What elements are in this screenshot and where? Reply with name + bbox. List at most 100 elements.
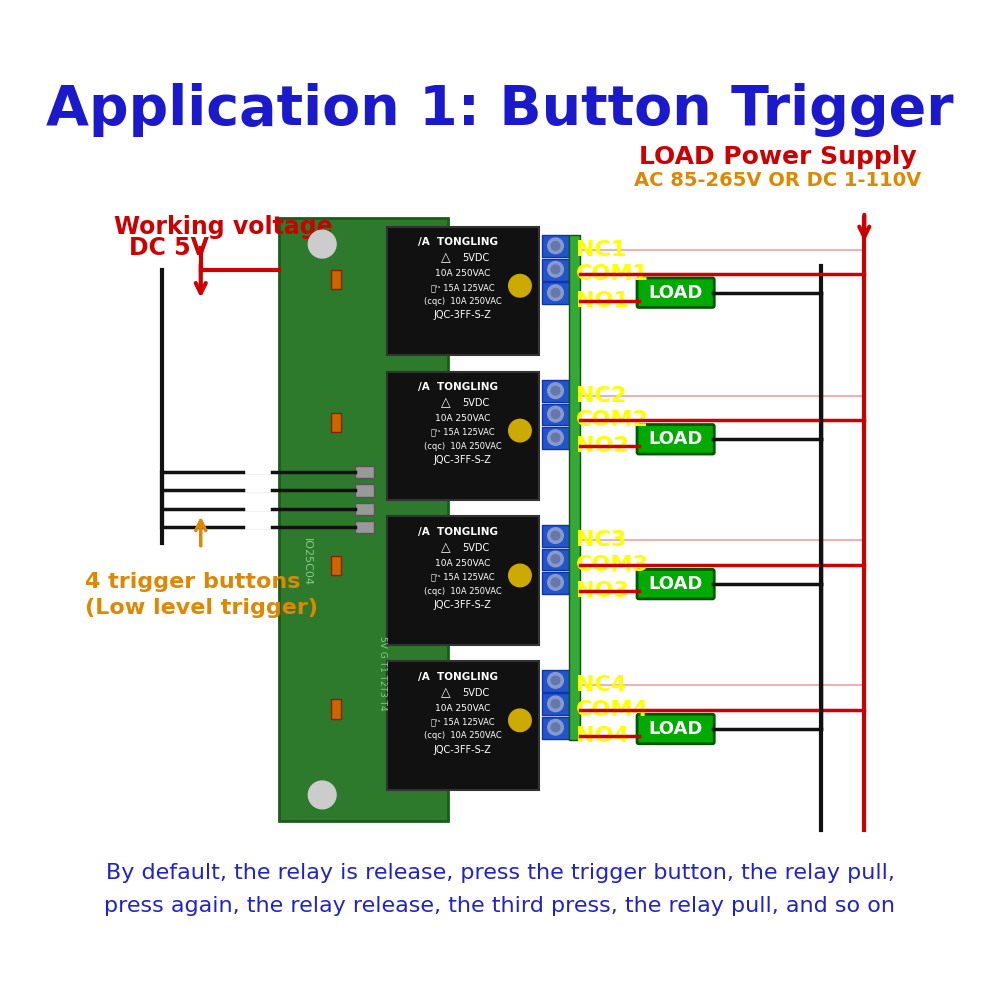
Text: COM4: COM4 [576, 700, 649, 720]
Text: /A  TONGLING: /A TONGLING [418, 672, 498, 682]
Circle shape [548, 238, 563, 254]
Bar [569, 235, 580, 740]
Text: 10A 250VAC: 10A 250VAC [435, 704, 490, 713]
Text: (cqc)  10A 250VAC: (cqc) 10A 250VAC [424, 587, 502, 596]
Circle shape [551, 242, 560, 250]
Circle shape [551, 723, 560, 732]
Text: IO25C04: IO25C04 [302, 538, 312, 586]
Bar [355, 484, 374, 497]
Circle shape [308, 781, 336, 809]
Text: AC 85-265V OR DC 1-110V: AC 85-265V OR DC 1-110V [634, 171, 921, 190]
Text: LOAD: LOAD [648, 575, 702, 593]
Text: Ⓛᴵˢ 15A 125VAC: Ⓛᴵˢ 15A 125VAC [431, 283, 495, 292]
Text: COM1: COM1 [576, 264, 649, 284]
Bar [542, 235, 569, 257]
Bar [387, 516, 539, 645]
Bar [542, 282, 569, 304]
Bar [279, 218, 448, 821]
Circle shape [551, 433, 560, 442]
Text: NO4: NO4 [576, 726, 629, 746]
Text: NO2: NO2 [576, 436, 629, 456]
Bar [542, 670, 569, 692]
Bar [542, 525, 569, 547]
Text: 5VDC: 5VDC [462, 688, 489, 698]
FancyBboxPatch shape [637, 425, 714, 454]
Circle shape [308, 230, 336, 258]
Circle shape [548, 383, 563, 399]
Text: NC4: NC4 [576, 675, 627, 695]
Text: 4 trigger buttons: 4 trigger buttons [85, 572, 301, 592]
Bar [542, 572, 569, 594]
Text: 10A 250VAC: 10A 250VAC [435, 559, 490, 568]
Circle shape [509, 564, 531, 587]
Bar [542, 549, 569, 570]
Circle shape [551, 578, 560, 587]
Circle shape [548, 285, 563, 301]
Text: LOAD: LOAD [648, 720, 702, 738]
Bar [542, 693, 569, 715]
Circle shape [551, 386, 560, 395]
Circle shape [551, 531, 560, 540]
FancyBboxPatch shape [637, 278, 714, 307]
Text: △: △ [441, 541, 450, 554]
Text: Ⓛᴵˢ 15A 125VAC: Ⓛᴵˢ 15A 125VAC [431, 428, 495, 437]
Text: DC 5V: DC 5V [129, 236, 209, 260]
Text: 10A 250VAC: 10A 250VAC [435, 269, 490, 278]
Text: Ⓛᴵˢ 15A 125VAC: Ⓛᴵˢ 15A 125VAC [431, 573, 495, 582]
Text: COM2: COM2 [576, 410, 649, 430]
Text: COM3: COM3 [576, 555, 649, 575]
Circle shape [548, 696, 563, 712]
Bar [387, 227, 539, 355]
Text: LOAD: LOAD [648, 284, 702, 302]
Text: /A  TONGLING: /A TONGLING [418, 237, 498, 247]
Bar [355, 503, 374, 515]
Text: NC2: NC2 [576, 386, 627, 406]
Text: JQC-3FF-S-Z: JQC-3FF-S-Z [434, 600, 492, 610]
Circle shape [551, 555, 560, 563]
Text: 5VDC: 5VDC [462, 398, 489, 408]
Circle shape [509, 274, 531, 297]
Text: press again, the relay release, the third press, the relay pull, and so on: press again, the relay release, the thir… [104, 896, 896, 916]
Circle shape [548, 430, 563, 445]
Circle shape [548, 406, 563, 422]
Circle shape [548, 575, 563, 590]
Bar [331, 699, 341, 719]
Circle shape [548, 261, 563, 277]
Bar [387, 661, 539, 790]
Bar [542, 717, 569, 739]
Text: 5VDC: 5VDC [462, 253, 489, 263]
Text: (Low level trigger): (Low level trigger) [85, 598, 318, 618]
Bar [542, 427, 569, 449]
Text: 5VDC: 5VDC [462, 543, 489, 553]
FancyBboxPatch shape [637, 569, 714, 599]
Bar [542, 380, 569, 402]
Text: NC3: NC3 [576, 530, 627, 550]
Text: 5V G T1 T2T3 T4: 5V G T1 T2T3 T4 [378, 636, 387, 711]
Circle shape [551, 699, 560, 708]
Text: Ⓛᴵˢ 15A 125VAC: Ⓛᴵˢ 15A 125VAC [431, 718, 495, 727]
Bar [355, 521, 374, 533]
FancyBboxPatch shape [637, 714, 714, 744]
Text: JQC-3FF-S-Z: JQC-3FF-S-Z [434, 455, 492, 465]
Text: △: △ [441, 686, 450, 699]
Text: NO1: NO1 [576, 291, 629, 311]
Text: (cqc)  10A 250VAC: (cqc) 10A 250VAC [424, 297, 502, 306]
Bar [331, 413, 341, 432]
Bar [331, 270, 341, 289]
Text: (cqc)  10A 250VAC: (cqc) 10A 250VAC [424, 442, 502, 451]
Text: NC1: NC1 [576, 240, 627, 260]
Circle shape [551, 410, 560, 418]
Text: /A  TONGLING: /A TONGLING [418, 382, 498, 392]
Text: LOAD Power Supply: LOAD Power Supply [639, 145, 916, 169]
Circle shape [509, 709, 531, 732]
Circle shape [509, 419, 531, 442]
Text: (cqc)  10A 250VAC: (cqc) 10A 250VAC [424, 731, 502, 740]
Text: Working voltage: Working voltage [114, 215, 333, 239]
Text: Application 1: Button Trigger: Application 1: Button Trigger [46, 83, 954, 137]
Text: JQC-3FF-S-Z: JQC-3FF-S-Z [434, 745, 492, 755]
Circle shape [551, 676, 560, 685]
Bar [387, 372, 539, 500]
Text: JQC-3FF-S-Z: JQC-3FF-S-Z [434, 310, 492, 320]
Text: /A  TONGLING: /A TONGLING [418, 527, 498, 537]
Text: △: △ [441, 252, 450, 265]
